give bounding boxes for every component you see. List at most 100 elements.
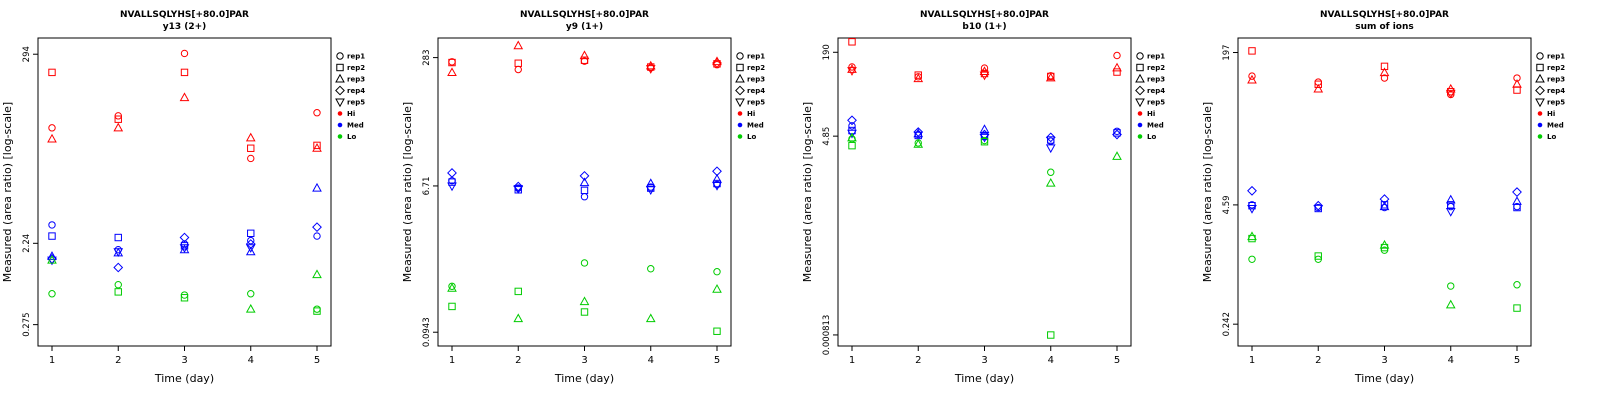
data-point [1313, 83, 1324, 93]
x-tick-label: 1 [449, 355, 455, 366]
data-point [847, 115, 857, 126]
data-point [1047, 136, 1055, 144]
data-point [448, 302, 456, 311]
legend-label-rep1: rep1 [347, 53, 365, 61]
data-point [114, 115, 122, 123]
data-point [1248, 47, 1256, 55]
legend-label-rep2: rep2 [747, 64, 765, 72]
x-tick-label: 3 [1381, 355, 1387, 366]
legend-label-rep5: rep5 [747, 99, 765, 107]
data-point [514, 65, 522, 74]
data-point [448, 58, 456, 67]
data-point [48, 124, 56, 132]
legend-marker-rep2 [1536, 63, 1544, 72]
data-point [247, 236, 255, 245]
legend-label-rep1: rep1 [1147, 53, 1165, 61]
x-tick-label: 3 [981, 355, 987, 366]
y-tick-label: 0.275 [22, 312, 32, 336]
x-tick-label: 1 [1249, 355, 1255, 366]
x-axis-label: Time (day) [154, 372, 214, 385]
legend-label-rep3: rep3 [347, 76, 365, 84]
data-point [1047, 331, 1055, 339]
legend-marker-Lo [737, 134, 743, 139]
data-point [245, 239, 256, 249]
data-point [180, 68, 189, 77]
data-point [48, 68, 56, 77]
data-point [1380, 74, 1389, 82]
data-point [712, 166, 722, 177]
legend-marker-rep1 [1536, 52, 1544, 60]
data-point [980, 64, 989, 72]
legend-label-rep4: rep4 [1147, 87, 1165, 95]
data-point [245, 244, 256, 253]
data-point [180, 294, 189, 302]
legend-label-Med: Med [747, 122, 764, 130]
data-point [1445, 299, 1456, 309]
legend-marker-Med [1137, 122, 1143, 128]
data-point [914, 71, 922, 79]
data-point [1314, 80, 1322, 88]
y-tick-label: 4.59 [1222, 195, 1232, 214]
legend-marker-rep4 [335, 85, 345, 96]
legend-label-Med: Med [1147, 122, 1164, 130]
data-point [1512, 187, 1522, 197]
data-point [247, 229, 255, 237]
chart-title: NVALLSQLYHS[+80.0]PAR [1320, 10, 1449, 20]
data-point [245, 303, 256, 313]
data-point [847, 64, 857, 73]
legend-label-Hi: Hi [347, 110, 355, 118]
data-point [447, 283, 457, 292]
data-point [847, 129, 857, 139]
data-point [1045, 177, 1056, 187]
panel-y13: NVALLSQLYHS[+80.0]PAR y13 (2+) 1 2 3 4 5 0.275 2… [0, 0, 400, 400]
data-point [979, 66, 990, 75]
x-tick-label: 4 [248, 355, 254, 366]
data-point [579, 296, 590, 306]
y-tick-label: 0.242 [1222, 312, 1232, 336]
data-point [1112, 62, 1122, 72]
data-point [113, 122, 124, 132]
legend-marker-rep5 [1535, 98, 1545, 108]
data-point [1447, 282, 1455, 290]
x-tick-label: 1 [849, 355, 855, 366]
data-point [47, 254, 57, 264]
legend-label-Hi: Hi [747, 110, 755, 118]
panel-sum-of-ions: NVALLSQLYHS[+80.0]PAR sum of ions 1 2 3 4 5 0.2… [1200, 0, 1600, 400]
y-tick-label: 197 [1222, 44, 1232, 60]
data-point [179, 244, 190, 253]
x-tick-label: 1 [49, 355, 55, 366]
data-point [1247, 231, 1257, 241]
data-point [113, 248, 124, 258]
legend-label-rep1: rep1 [747, 53, 765, 61]
chart-title: NVALLSQLYHS[+80.0]PAR [520, 10, 649, 20]
data-point [1113, 51, 1121, 60]
data-point [1445, 89, 1456, 99]
legend-label-Lo: Lo [1547, 133, 1556, 141]
data-point [1247, 74, 1257, 84]
legend-marker-rep5 [335, 98, 345, 108]
chart-subtitle: b10 (1+) [962, 22, 1006, 32]
data-point [913, 73, 924, 83]
data-point [980, 138, 989, 146]
legend-label-Lo: Lo [747, 133, 756, 141]
data-point [513, 313, 524, 323]
data-point [114, 281, 122, 289]
x-tick-label: 5 [1114, 355, 1120, 366]
data-point [1513, 304, 1521, 312]
data-point [312, 269, 322, 279]
data-point [114, 233, 122, 242]
data-point [979, 124, 990, 133]
data-point [514, 59, 522, 67]
data-point [848, 141, 856, 150]
y-axis-label: Measured (area ratio) [log-scale] [1201, 102, 1214, 282]
legend-marker-rep1 [1136, 52, 1144, 60]
x-tick-label: 5 [714, 355, 720, 366]
legend-label-rep3: rep3 [747, 76, 765, 84]
y-tick-label: 0.0943 [422, 317, 432, 347]
legend-label-Hi: Hi [1147, 110, 1155, 118]
x-tick-label: 4 [1048, 355, 1054, 366]
data-point [1379, 201, 1390, 211]
data-point [647, 265, 655, 273]
legend-label-rep1: rep1 [1547, 53, 1565, 61]
x-axis-label: Time (day) [954, 372, 1014, 385]
